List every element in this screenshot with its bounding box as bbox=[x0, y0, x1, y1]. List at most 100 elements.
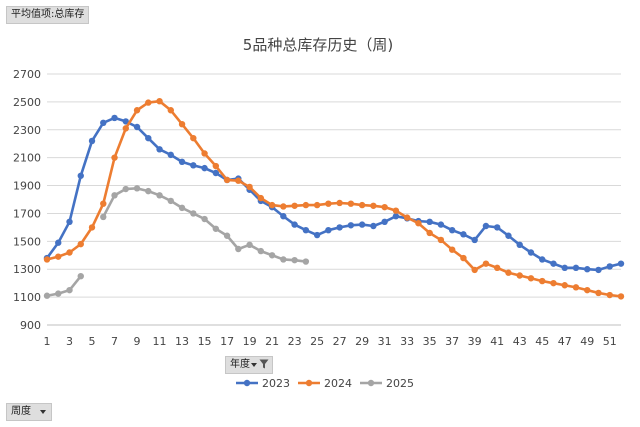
legend-marker bbox=[367, 379, 375, 387]
data-point bbox=[88, 224, 96, 231]
y-tick-label: 2300 bbox=[13, 124, 41, 137]
data-point bbox=[561, 264, 568, 272]
data-point bbox=[302, 258, 310, 265]
data-point bbox=[133, 185, 141, 192]
data-point bbox=[167, 107, 175, 114]
data-point bbox=[572, 284, 580, 291]
x-tick-label: 7 bbox=[111, 335, 118, 348]
x-tick-label: 21 bbox=[265, 335, 279, 348]
data-point bbox=[426, 218, 433, 226]
data-point bbox=[358, 201, 366, 209]
series-2025 bbox=[43, 185, 310, 299]
data-point bbox=[212, 225, 220, 232]
x-tick-label: 29 bbox=[355, 335, 369, 348]
data-point bbox=[336, 224, 343, 231]
y-tick-label: 1300 bbox=[13, 263, 41, 276]
x-tick-label: 11 bbox=[153, 335, 167, 348]
data-point bbox=[122, 118, 129, 125]
data-point bbox=[448, 246, 456, 253]
data-point bbox=[122, 185, 129, 193]
data-point bbox=[190, 210, 197, 217]
x-tick-label: 31 bbox=[378, 335, 392, 348]
data-point bbox=[381, 218, 388, 226]
data-point bbox=[268, 201, 276, 209]
x-tick-label: 27 bbox=[333, 335, 347, 348]
data-point bbox=[392, 213, 400, 220]
value-field-button[interactable]: 平均值项:总库存 bbox=[6, 6, 90, 24]
legend-label: 2025 bbox=[386, 377, 414, 390]
data-point bbox=[505, 232, 512, 239]
data-point bbox=[201, 164, 208, 172]
data-point bbox=[66, 286, 73, 294]
y-tick-label: 2700 bbox=[13, 68, 41, 81]
y-tick-label: 1700 bbox=[13, 207, 41, 220]
data-point bbox=[257, 194, 265, 202]
data-point bbox=[584, 286, 591, 294]
data-point bbox=[145, 134, 152, 142]
data-point bbox=[145, 99, 152, 106]
y-tick-label: 1100 bbox=[13, 291, 41, 304]
data-point bbox=[539, 256, 546, 263]
week-field-label: 周度 bbox=[11, 406, 31, 417]
data-point bbox=[257, 247, 265, 255]
data-point bbox=[122, 125, 129, 132]
data-point bbox=[302, 201, 310, 209]
data-point bbox=[617, 260, 625, 267]
series-layer bbox=[43, 97, 625, 300]
x-tick-label: 23 bbox=[288, 335, 302, 348]
series-line-2023 bbox=[45, 116, 622, 272]
data-point bbox=[145, 187, 152, 195]
data-point bbox=[606, 263, 613, 270]
data-point bbox=[167, 197, 175, 205]
y-axis: 900 1100 1300 1500 1700 1900 2100 2300 2500 2700 bbox=[13, 68, 41, 332]
data-point bbox=[133, 123, 141, 131]
data-point bbox=[347, 200, 355, 207]
data-point bbox=[448, 226, 456, 234]
series-2024 bbox=[43, 97, 625, 300]
data-point bbox=[527, 275, 535, 282]
x-tick-label: 9 bbox=[134, 335, 141, 348]
data-point bbox=[584, 266, 591, 273]
year-filter-button[interactable]: 年度 bbox=[225, 356, 273, 374]
data-point bbox=[178, 204, 186, 212]
data-point bbox=[516, 272, 523, 279]
data-point bbox=[325, 200, 332, 207]
data-point bbox=[482, 260, 490, 267]
legend: 2023 2024 2025 bbox=[236, 377, 414, 390]
legend-item-2024: 2024 bbox=[298, 377, 352, 390]
data-point bbox=[313, 231, 321, 239]
legend-item-2025: 2025 bbox=[360, 377, 414, 390]
data-point bbox=[358, 221, 366, 228]
data-point bbox=[595, 289, 602, 297]
data-point bbox=[347, 222, 355, 229]
data-point bbox=[325, 226, 332, 234]
data-point bbox=[505, 269, 512, 276]
data-point bbox=[550, 279, 557, 287]
data-point bbox=[190, 134, 197, 142]
x-tick-label: 5 bbox=[89, 335, 96, 348]
data-point bbox=[55, 290, 62, 297]
year-field-label: 年度 bbox=[230, 359, 250, 370]
week-field-button[interactable]: 周度 bbox=[6, 403, 52, 421]
data-point bbox=[370, 222, 377, 230]
data-point bbox=[291, 202, 298, 209]
x-tick-label: 39 bbox=[468, 335, 482, 348]
gridlines bbox=[47, 73, 621, 326]
data-point bbox=[100, 213, 107, 221]
x-axis: 1 3 5 7 9 11 13 15 17 19 21 23 25 27 29 31 33 35 37 39 41 43 4… bbox=[44, 335, 617, 348]
data-point bbox=[190, 162, 197, 169]
y-tick-label: 1900 bbox=[13, 180, 41, 193]
data-point bbox=[156, 146, 163, 153]
data-point bbox=[291, 221, 298, 228]
data-point bbox=[381, 203, 388, 211]
data-point bbox=[223, 232, 231, 239]
data-point bbox=[246, 183, 253, 191]
data-point bbox=[471, 266, 478, 274]
x-tick-label: 43 bbox=[513, 335, 527, 348]
x-tick-label: 51 bbox=[603, 335, 617, 348]
data-point bbox=[460, 231, 467, 238]
x-tick-label: 45 bbox=[535, 335, 549, 348]
data-point bbox=[280, 203, 287, 210]
chart-title: 5品种总库存历史（周) bbox=[243, 36, 393, 54]
x-tick-label: 17 bbox=[220, 335, 234, 348]
